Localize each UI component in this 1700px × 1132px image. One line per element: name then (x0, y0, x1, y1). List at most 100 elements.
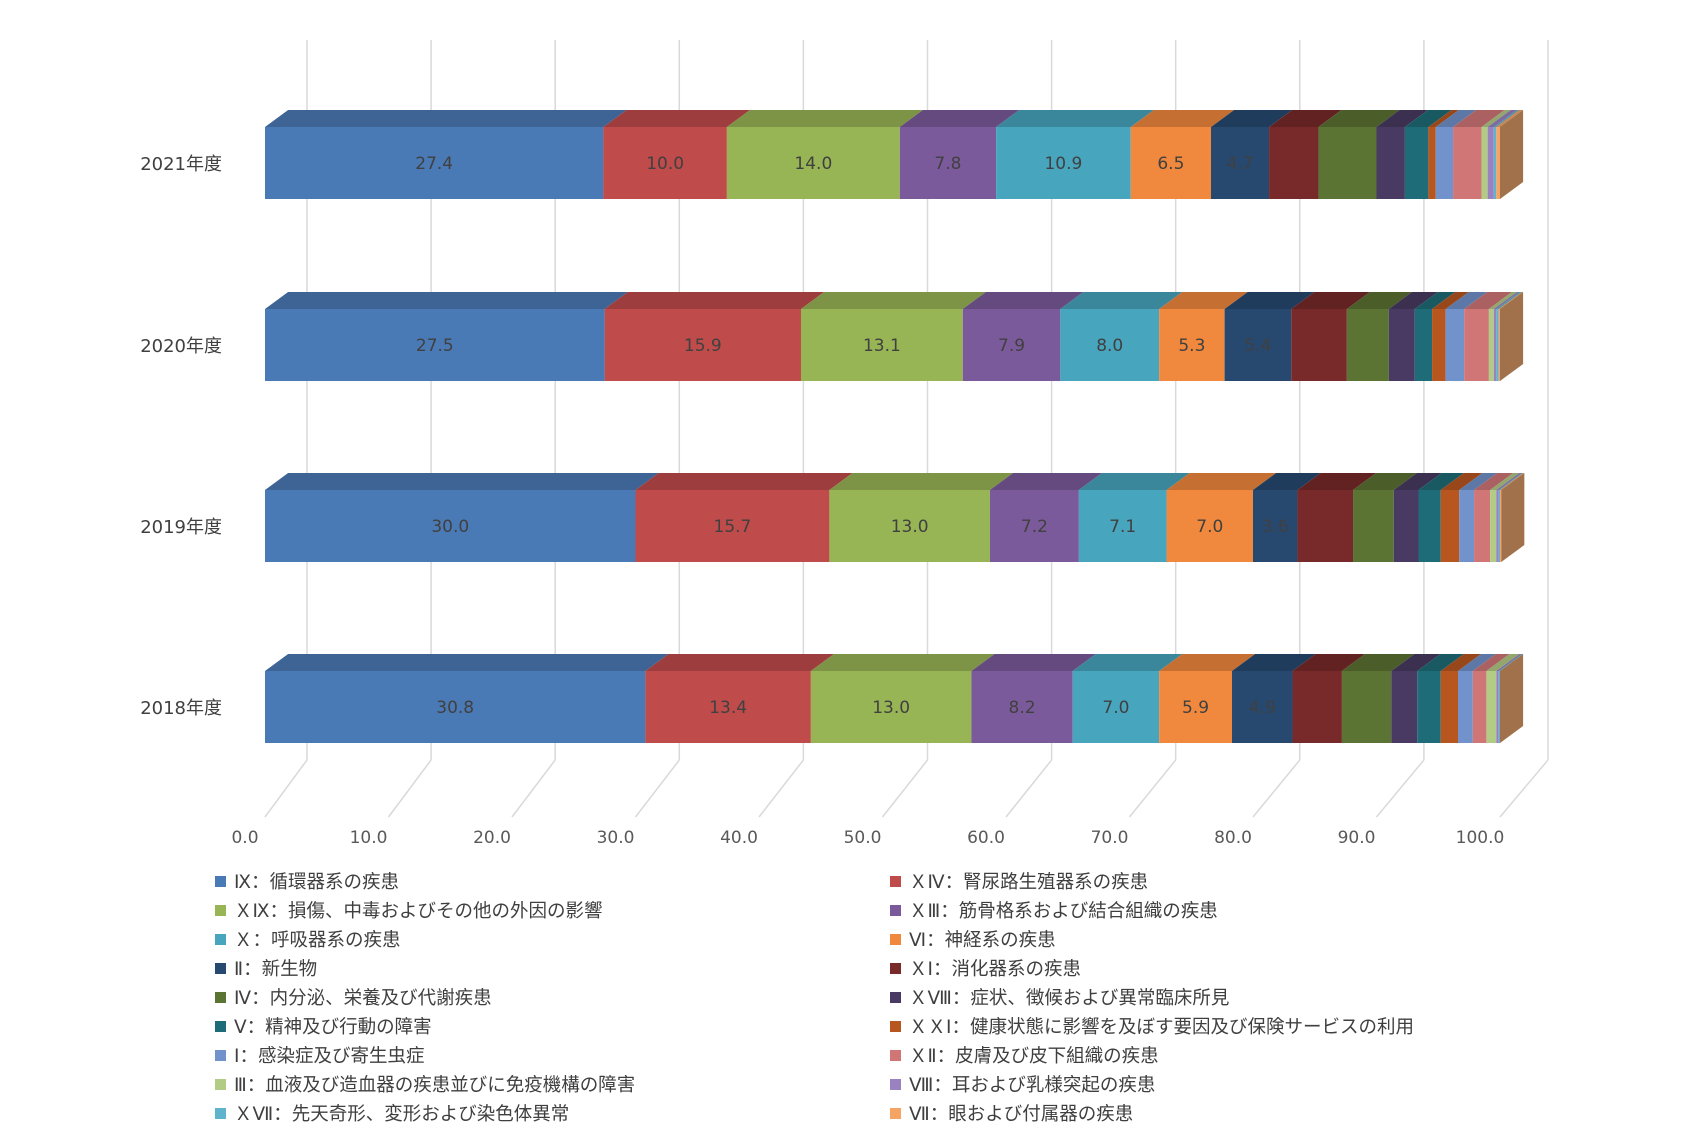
bar-segment (1487, 127, 1494, 199)
legend-label: ＸⅢ：筋骨格系および結合組織の疾患 (909, 901, 1218, 922)
legend-label: ＸⅧ：症状、徴候および異常臨床所見 (909, 988, 1230, 1009)
bar-top (1292, 654, 1366, 671)
bar-top (1159, 654, 1256, 671)
bar-segment (1496, 671, 1499, 743)
bar-top (1428, 110, 1459, 127)
bar-group: 27.4 10.0 14.0 7.8 10.9 6.5 4.7 (265, 110, 1524, 199)
legend-label: ＸⅣ：腎尿路生殖器系の疾患 (909, 872, 1149, 893)
bar-segment (1496, 490, 1499, 562)
floor-line (881, 759, 929, 818)
bar-segment (265, 490, 636, 562)
bar-top (1496, 292, 1522, 309)
bar-segment (1291, 309, 1347, 381)
bar-segment (1435, 127, 1454, 199)
bar-top (1376, 110, 1429, 127)
bar-segment (1292, 671, 1342, 743)
bar-side (1500, 110, 1524, 199)
bar-top (1418, 473, 1464, 490)
legend-swatch (890, 1020, 901, 1032)
bar-top (971, 654, 1096, 671)
legend-label: ＸＸⅠ：健康状態に影響を及ぼす要因及び保険サービスの利用 (909, 1017, 1414, 1038)
bar-top (1291, 292, 1370, 309)
legend-item: ＸⅢ：筋骨格系および結合組織の疾患 (890, 897, 1565, 923)
bar-top (1498, 292, 1524, 309)
bar-top (1166, 473, 1277, 490)
legend-swatch (890, 991, 901, 1003)
bar-segment (1459, 490, 1475, 562)
data-label: 27.4 (415, 154, 453, 174)
legend-item: Ⅸ：循環器系の疾患 (215, 868, 890, 894)
bar-top (810, 654, 995, 671)
bar-top (1232, 654, 1316, 671)
data-label: 5.9 (1182, 698, 1209, 718)
bar-segment (800, 309, 963, 381)
legend-label: Ⅴ：精神及び行動の障害 (234, 1017, 432, 1038)
x-tick-label: 100.0 (1456, 828, 1505, 848)
data-label: 7.8 (934, 154, 961, 174)
floor-line (511, 759, 556, 818)
floor-line (1252, 759, 1301, 818)
floor-line (1499, 759, 1549, 818)
bar-segment (971, 671, 1073, 743)
legend-swatch (890, 1049, 901, 1061)
bar-top (1414, 292, 1456, 309)
legend-swatch (890, 904, 901, 916)
bar-segment (1417, 671, 1441, 743)
bar-segment (1346, 309, 1389, 381)
bar-segment (1445, 309, 1465, 381)
bar-top (1353, 473, 1417, 490)
legend-item: ＸⅡ：皮膚及び皮下組織の疾患 (890, 1042, 1565, 1068)
legend-item: Ⅳ：内分泌、栄養及び代謝疾患 (215, 984, 890, 1010)
bar-top (1297, 473, 1377, 490)
bar-top (1486, 654, 1520, 671)
bar-side (1500, 654, 1524, 743)
stacked-bar-chart: 0.0 10.0 20.0 30.0 40.0 50.0 60.0 70.0 80.0 90.0 1… (140, 40, 1549, 848)
bar-top (265, 292, 628, 309)
bar-top (265, 110, 627, 127)
data-label: 5.3 (1178, 336, 1205, 356)
bar-segment (1393, 490, 1419, 562)
bar-segment (1376, 127, 1405, 199)
bar-segment (1269, 127, 1319, 199)
bar-top (1393, 473, 1442, 490)
floor-line (758, 759, 804, 818)
bar-top (1496, 110, 1524, 127)
bar-segment (996, 127, 1131, 199)
bar-top (1498, 473, 1524, 490)
bar-group: 27.5 15.9 13.1 7.9 8.0 5.3 5.4 (265, 292, 1524, 381)
legend-swatch (215, 1107, 226, 1119)
bar-segment (1472, 671, 1487, 743)
bar-segment (1490, 490, 1497, 562)
bar-segment (1428, 127, 1436, 199)
bar-top (1490, 473, 1520, 490)
bar-segment (726, 127, 900, 199)
x-tick-label: 30.0 (597, 828, 635, 848)
bar-top (1341, 654, 1415, 671)
legend-item: Ⅰ：感染症及び寄生虫症 (215, 1042, 890, 1068)
legend-swatch (890, 1107, 901, 1119)
bar-segment (1493, 127, 1497, 199)
data-label: 13.0 (872, 698, 910, 718)
x-tick-label: 70.0 (1091, 828, 1129, 848)
bar-segment (1318, 127, 1377, 199)
legend-label: ＸⅠ：消化器系の疾患 (909, 959, 1081, 980)
legend-item: Ⅱ：新生物 (215, 955, 890, 981)
legend-label: Ⅶ：眼および付属器の疾患 (909, 1104, 1134, 1125)
bar-top (1211, 110, 1293, 127)
bar-segment (810, 671, 972, 743)
floor-line (1375, 759, 1425, 818)
bar-top (1440, 654, 1482, 671)
bar-top (1072, 654, 1183, 671)
legend-swatch (215, 991, 226, 1003)
legend-label: Ⅷ：耳および乳様突起の疾患 (909, 1075, 1156, 1096)
bar-segment (1432, 309, 1446, 381)
category-label: 2020年度 (140, 336, 222, 357)
category-label: 2018年度 (140, 698, 222, 719)
data-label: 4.9 (1249, 698, 1276, 718)
data-label: 5.4 (1244, 336, 1271, 356)
bar-top (1269, 110, 1342, 127)
bar-segment (1404, 127, 1429, 199)
bar-segment (645, 671, 811, 743)
data-label: 7.0 (1102, 698, 1129, 718)
bar-top (1388, 292, 1438, 309)
